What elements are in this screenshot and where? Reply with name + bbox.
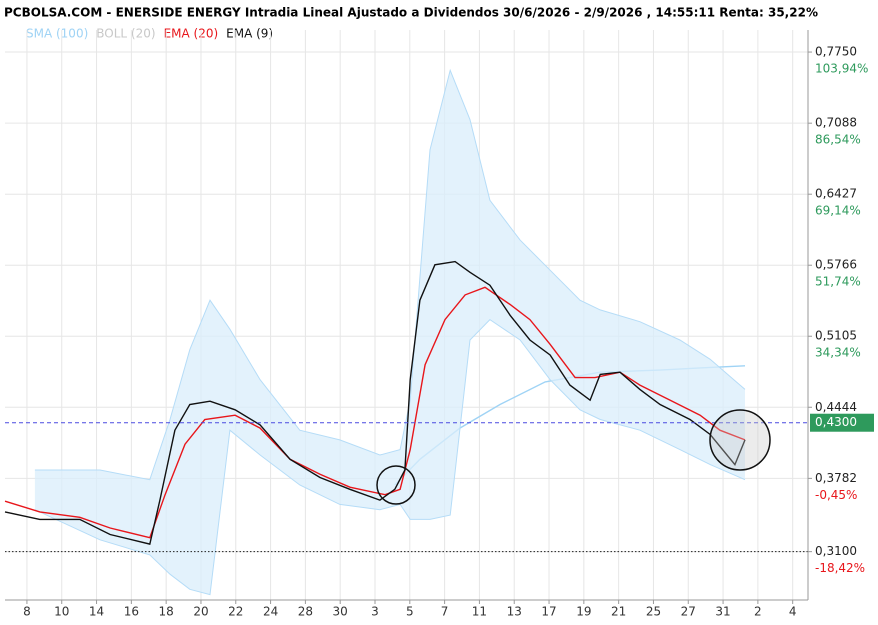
x-tick-label: 30 [333,605,348,619]
highlight-circle [376,465,416,505]
x-tick-label: 25 [646,605,661,619]
legend-entry: EMA (20) [164,27,219,41]
y-tick-label: 0,3782 [815,471,857,485]
x-tick-label: 17 [541,605,556,619]
y-change-label: 69,14% [815,204,861,218]
x-tick-label: 31 [715,605,730,619]
last-price-label: 0,4300 [815,415,857,429]
x-tick-label: 19 [576,605,591,619]
chart-title: PCBOLSA.COM - ENERSIDE ENERGY Intradia L… [4,6,818,20]
x-tick-label: 20 [193,605,208,619]
last-price-box [810,413,874,432]
band-upper [34,68,746,481]
x-tick-label: 4 [789,605,797,619]
x-tick-label: 8 [23,605,31,619]
y-tick-label: 0,3100 [815,544,857,558]
band-fill [34,70,745,595]
highlight-circle [709,409,771,471]
x-tick-label: 16 [124,605,139,619]
x-tick-label: 14 [89,605,104,619]
y-tick-label: 0,5766 [815,258,857,272]
legend-entry: SMA (100) [26,27,88,41]
legend-entry: EMA (9) [226,27,273,41]
x-tick-label: 3 [371,605,379,619]
y-change-label: 86,54% [815,133,861,147]
x-tick-label: 21 [611,605,626,619]
y-tick-label: 0,6427 [815,187,857,201]
x-tick-label: 2 [754,605,762,619]
x-tick-label: 27 [681,605,696,619]
y-tick-label: 0,7750 [815,45,857,59]
x-tick-label: 11 [472,605,487,619]
x-tick-label: 7 [441,605,449,619]
x-tick-label: 13 [507,605,522,619]
plot [4,68,808,596]
x-tick-label: 18 [159,605,174,619]
y-tick-label: 0,5105 [815,329,857,343]
y-tick-label: 0,7088 [815,116,857,130]
axes: 8 10 14 16 18 20 22 24 28 30 3 5 7 11 13 17 19 21 25 27 31 2 4… [5,30,874,619]
x-tick-label: 28 [298,605,313,619]
x-tick-label: 10 [54,605,69,619]
y-change-label: -18,42% [815,561,865,575]
legend: SMA (100) BOLL (20) EMA (20) EMA (9) [26,27,273,41]
x-tick-label: 24 [263,605,278,619]
y-change-label: 34,34% [815,346,861,360]
series-line [4,260,746,545]
y-change-label: -0,45% [815,488,857,502]
y-change-label: 103,94% [815,62,868,76]
x-tick-label: 22 [228,605,243,619]
y-change-label: 51,74% [815,275,861,289]
band-lower [34,318,746,596]
legend-entry: BOLL (20) [96,27,155,41]
x-tick-label: 5 [406,605,414,619]
y-tick-label: 0,4444 [815,400,857,414]
